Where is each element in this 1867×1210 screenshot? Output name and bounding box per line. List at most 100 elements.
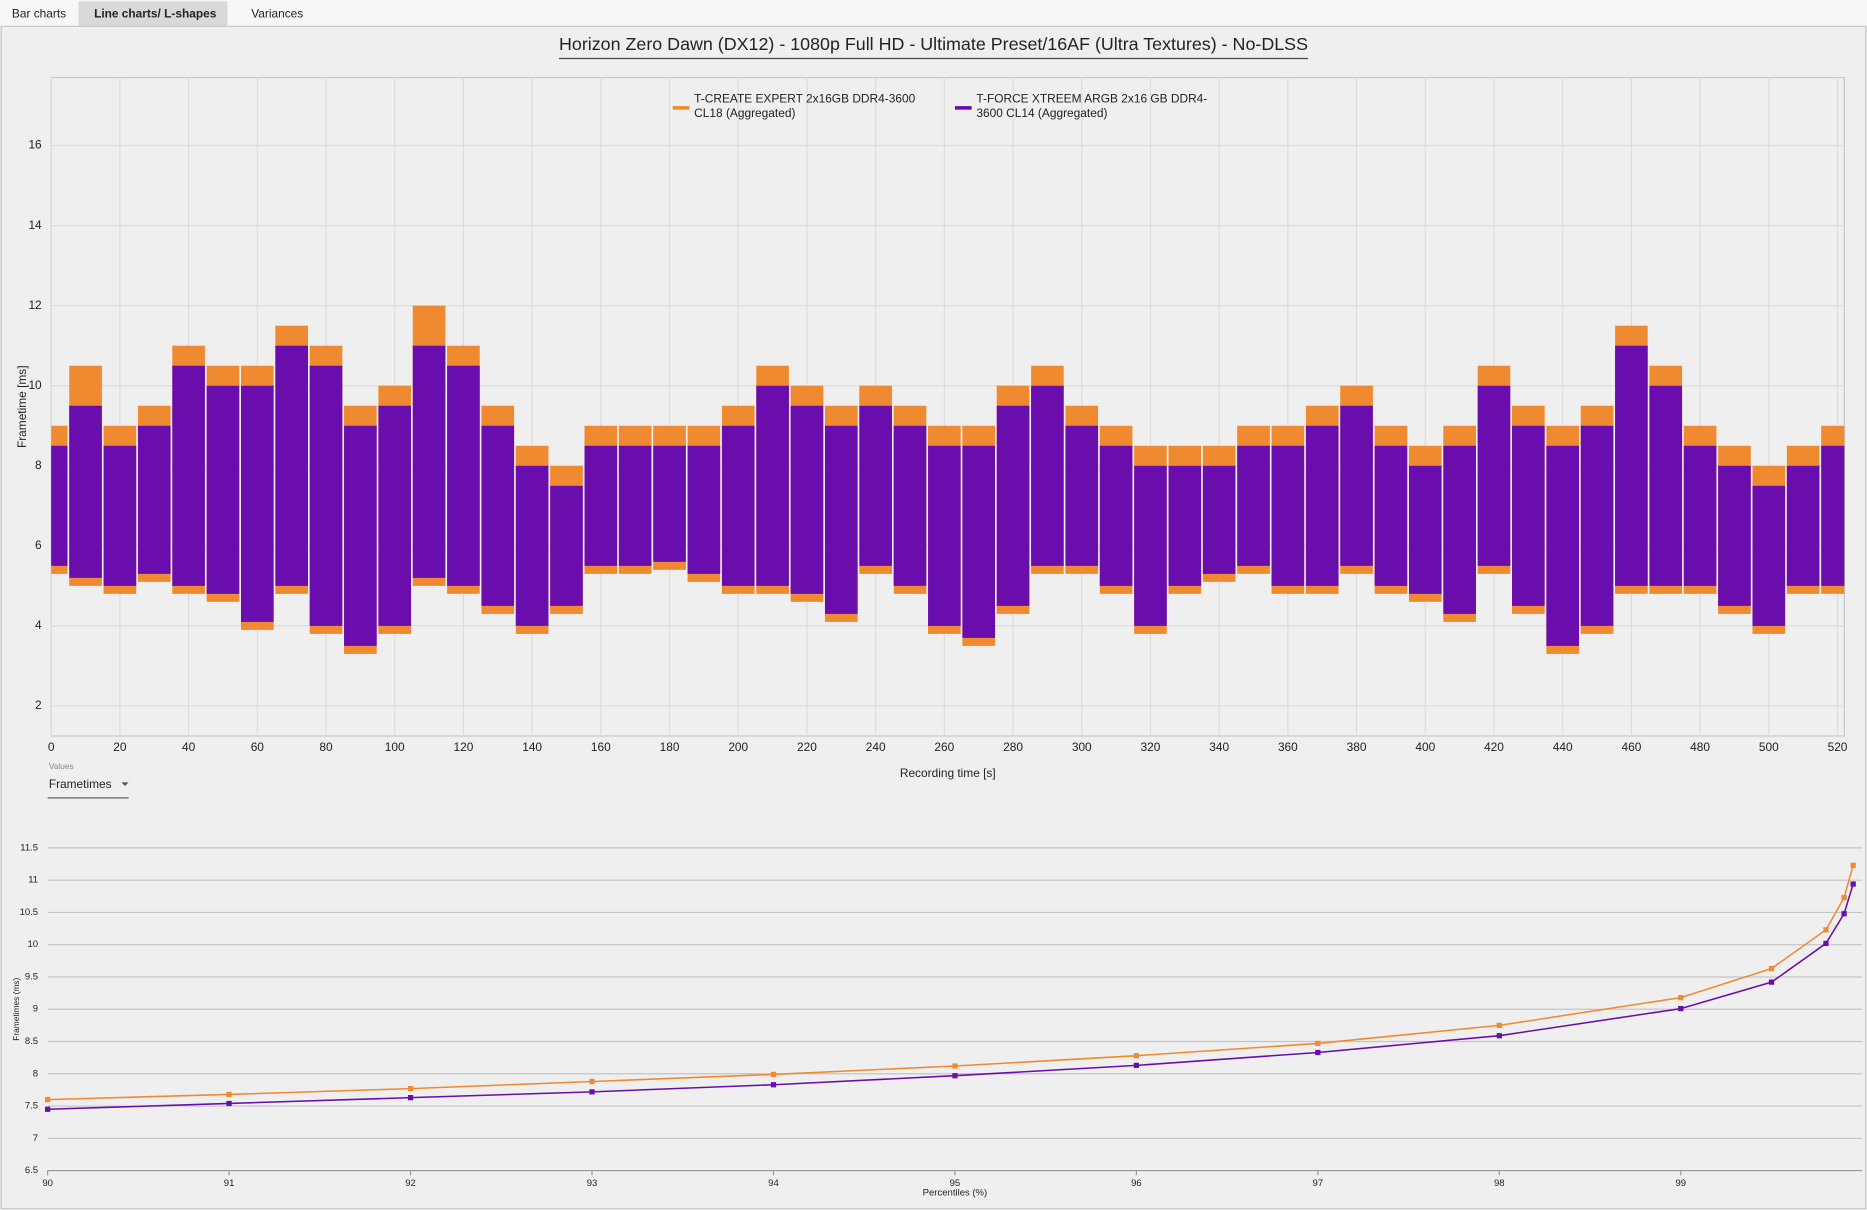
x-tick-label: 96 [1131,1178,1142,1189]
frametime-band [1374,445,1408,586]
tab[interactable]: Bar charts [12,7,66,21]
frametime-band [756,385,789,586]
dropdown-arrow[interactable] [121,782,129,786]
point-marker [589,1089,595,1095]
selector-value[interactable]: Frametimes [49,777,112,791]
frametime-band [618,445,652,566]
point-marker [1315,1049,1321,1056]
point-marker [952,1073,958,1079]
frametime-band [893,425,927,586]
point-marker [589,1078,595,1085]
percentile-line [47,865,1854,1101]
y-tick-label: 10 [28,378,42,392]
point-marker [407,1085,414,1092]
frametime-band [962,445,996,638]
x-tick-label: 0 [48,740,55,754]
frametime-band [309,365,343,626]
x-tick-label: 99 [1675,1178,1686,1189]
tab-bar [0,0,1867,27]
x-tick-label: 440 [1553,740,1573,754]
x-tick-label: 460 [1621,740,1641,754]
frametime-band [275,345,308,586]
frametime-band [1546,445,1580,646]
x-tick-label: 90 [42,1178,53,1189]
legend-swatch [672,106,690,110]
y-tick-label: 10.5 [20,907,39,918]
frametime-band [378,405,412,626]
frametime-band [859,405,892,566]
x-tick-label: 420 [1484,740,1504,754]
chart-title: Horizon Zero Dawn (DX12) - 1080p Full HD… [559,34,1308,54]
x-tick-label: 94 [768,1178,779,1189]
tab[interactable]: Line charts/ L-shapes [94,7,217,21]
x-tick-label: 300 [1072,740,1092,754]
frametime-band [1065,425,1099,566]
x-tick-label: 360 [1278,740,1298,754]
y-tick-label: 7.5 [25,1101,38,1112]
y-tick-label: 14 [28,218,42,232]
active-tab-bg [78,1,228,27]
point-marker [226,1091,232,1098]
point-marker [45,1106,51,1112]
y-tick-label: 6 [35,538,42,552]
frametime-band [1477,385,1511,566]
frametime-band [103,445,137,586]
frametime-band [1615,345,1648,586]
x-axis-title: Percentiles (%) [923,1188,988,1199]
x-tick-label: 520 [1828,740,1848,754]
frametime-band [687,445,721,574]
point-marker [1823,940,1829,947]
y-tick-label: 11 [28,875,38,886]
frametime-band [1443,445,1476,614]
point-marker [1133,1062,1140,1069]
frametime-band [1031,385,1064,566]
frametime-band [344,425,377,646]
tab[interactable]: Variances [251,7,303,21]
y-tick-label: 2 [35,698,42,712]
frametime-band [447,365,480,586]
point-marker [1823,927,1829,933]
x-tick-label: 260 [934,740,954,754]
x-tick-label: 60 [251,740,265,754]
frametime-band [1237,445,1270,566]
frametime-band [1168,465,1202,586]
x-tick-label: 140 [522,740,542,754]
frametime-band [515,465,549,626]
legend-swatch [954,106,972,110]
y-tick-label: 7 [33,1133,38,1144]
x-tick-label: 80 [319,740,333,754]
selector-label: Values [49,761,74,771]
frametime-band [824,425,858,614]
x-tick-label: 91 [224,1178,235,1189]
y-tick-label: 12 [28,298,42,312]
frametime-band [1271,445,1305,586]
x-tick-label: 98 [1494,1178,1505,1189]
frametime-band [481,425,515,606]
point-marker [1841,911,1847,917]
x-tick-label: 500 [1759,740,1779,754]
point-marker [770,1071,777,1078]
frametime-band [584,445,618,566]
frametime-band [721,425,755,586]
frametime-band [137,425,171,574]
y-axis-title: Frametimes (ms) [11,978,21,1041]
point-marker [1133,1053,1140,1059]
legend-entry: T-CREATE EXPERT 2x16GB DDR4-3600 CL18 (A… [694,93,915,120]
point-marker [45,1096,51,1103]
point-marker [1678,1005,1684,1012]
y-axis-title: Frametime [ms] [15,365,29,448]
x-tick-label: 240 [866,740,886,754]
frametime-band [1408,465,1442,594]
frametime-band [1649,385,1683,586]
point-marker [1768,979,1775,985]
x-tick-label: 220 [797,740,817,754]
y-tick-label: 9 [33,1004,38,1015]
x-tick-label: 93 [587,1178,598,1189]
point-marker [1496,1033,1502,1039]
frametime-band [69,405,102,578]
frametime-band [206,385,240,594]
percentile-line [47,883,1854,1111]
y-tick-label: 6.5 [25,1165,38,1176]
frametime-band [1134,465,1167,626]
